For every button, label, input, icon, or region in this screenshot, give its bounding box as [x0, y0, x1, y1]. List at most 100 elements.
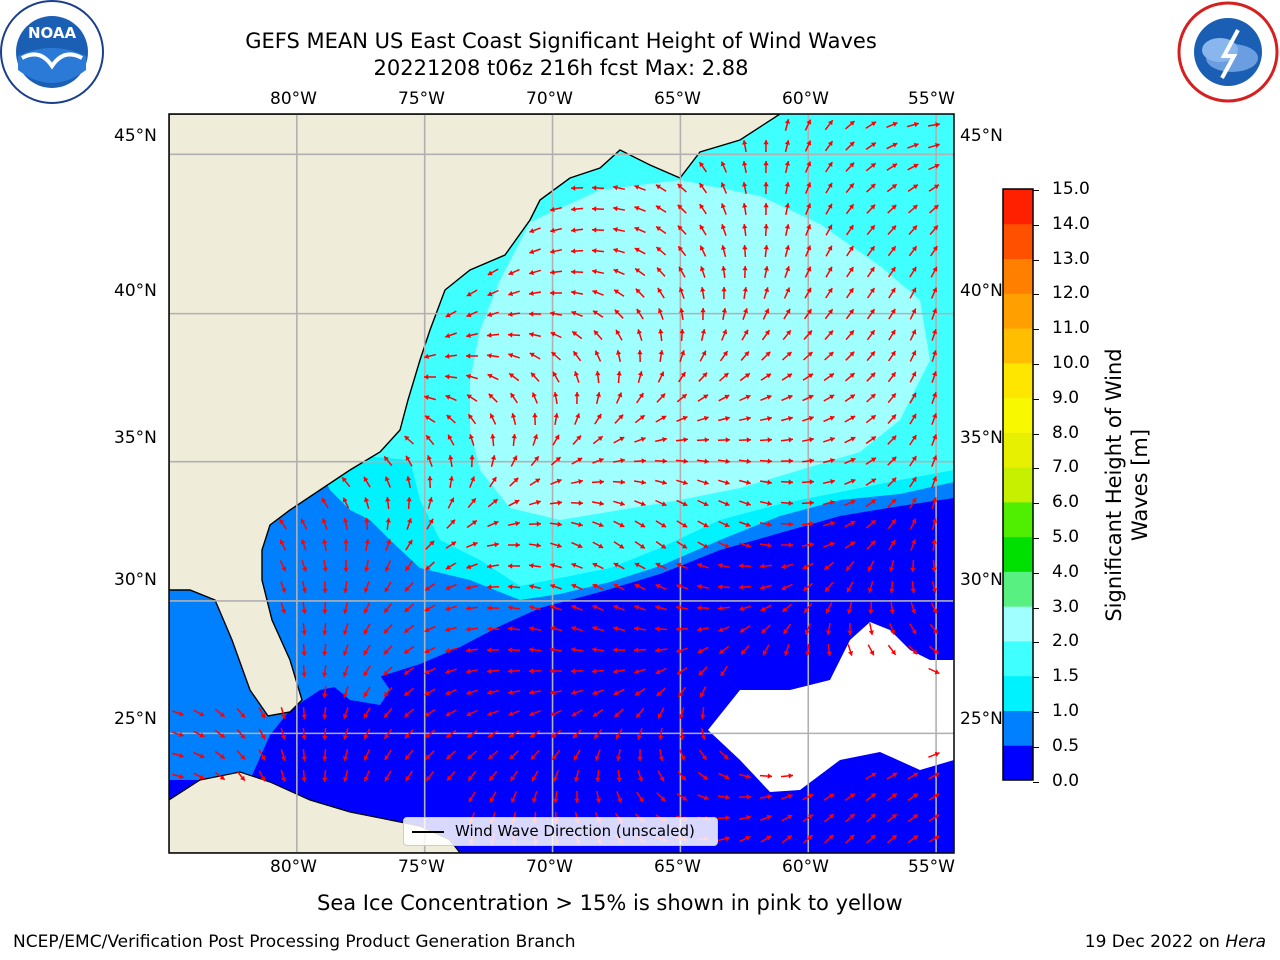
- lat-label-right-25n: 25°N: [960, 709, 1003, 729]
- wind-wave-arrow-head: [767, 479, 772, 485]
- wind-wave-arrow-head: [550, 604, 556, 610]
- wind-wave-arrow-head: [281, 755, 287, 761]
- wind-wave-arrow-head: [615, 329, 621, 335]
- wind-wave-arrow-head: [639, 415, 645, 420]
- wind-wave-arrow-head: [490, 434, 496, 439]
- wind-wave-arrow-head: [487, 711, 493, 717]
- wind-wave-arrow-head: [788, 500, 793, 506]
- wind-wave-arrow-head: [870, 520, 876, 525]
- wind-wave-arrow-head: [848, 204, 854, 210]
- lon-label-bottom-70w: 70°W: [526, 857, 573, 877]
- wind-wave-arrow-head: [890, 372, 896, 378]
- wind-wave-arrow-head: [405, 455, 411, 461]
- wind-wave-arrow-head: [743, 329, 749, 335]
- wind-wave-arrow-head: [466, 711, 472, 717]
- wind-wave-arrow-head: [529, 689, 534, 695]
- wind-wave-arrow-head: [322, 714, 328, 719]
- wind-wave-arrow-head: [406, 476, 412, 481]
- wind-wave-arrow-head: [343, 539, 349, 544]
- wind-wave-arrow-head: [638, 776, 644, 782]
- wind-wave-arrow-head: [178, 732, 184, 738]
- wind-wave-arrow-head: [279, 519, 285, 524]
- wind-wave-arrow-head: [825, 586, 830, 592]
- wind-wave-arrow-head: [911, 629, 917, 635]
- wind-wave-arrow-head: [934, 184, 939, 190]
- wind-wave-arrow-head: [698, 670, 704, 676]
- wind-wave-arrow-head: [702, 372, 708, 378]
- wind-wave-arrow-head: [934, 814, 940, 820]
- wind-wave-arrow-head: [445, 585, 451, 591]
- wind-wave-arrow-head: [557, 521, 562, 527]
- wind-wave-arrow-head: [281, 608, 287, 614]
- wind-wave-arrow-head: [404, 691, 410, 696]
- wind-wave-arrow-head: [802, 564, 808, 570]
- wind-wave-arrow-head: [510, 776, 516, 781]
- wind-wave-arrow-head: [784, 245, 791, 250]
- wind-wave-arrow-head: [240, 733, 245, 739]
- wind-wave-arrow-head: [830, 520, 835, 527]
- wind-wave-arrow-head: [829, 394, 835, 400]
- wind-wave-arrow-head: [703, 415, 709, 421]
- wind-wave-arrow-head: [634, 226, 640, 232]
- wind-wave-arrow-head: [508, 352, 514, 358]
- wind-wave-arrow-head: [509, 373, 515, 379]
- lat-label-left-25n: 25°N: [114, 709, 157, 729]
- wind-wave-arrow-head: [910, 588, 916, 593]
- wind-wave-arrow-head: [425, 565, 431, 571]
- wind-wave-arrow-head: [829, 415, 835, 421]
- wind-wave-arrow-head: [508, 647, 513, 653]
- wind-wave-arrow-head: [931, 567, 937, 572]
- wind-wave-arrow-head: [763, 203, 769, 208]
- wind-wave-arrow-head: [828, 120, 833, 126]
- wind-wave-arrow-head: [509, 754, 515, 760]
- wind-wave-arrow-head: [424, 627, 430, 633]
- wind-wave-arrow-head: [594, 733, 599, 739]
- wind-wave-arrow-head: [515, 542, 520, 548]
- wind-wave-arrow-head: [697, 626, 702, 632]
- wind-wave-arrow-head: [680, 372, 686, 378]
- colorbar-bin: [1003, 432, 1033, 468]
- wind-wave-arrow-head: [322, 777, 328, 782]
- wind-wave-arrow-head: [788, 437, 793, 443]
- wind-wave-arrow-head: [613, 562, 619, 568]
- wind-wave-arrow-head: [613, 227, 618, 233]
- wind-wave-arrow-head: [487, 332, 492, 338]
- wind-wave-arrow-head: [891, 477, 897, 483]
- wind-wave-arrow-head: [639, 543, 645, 549]
- wind-wave-arrow-head: [657, 713, 663, 719]
- wind-wave-arrow-head: [680, 350, 686, 356]
- wind-wave-arrow-head: [914, 121, 919, 128]
- wind-wave-arrow-head: [721, 287, 727, 292]
- wind-wave-arrow-head: [870, 372, 876, 378]
- wind-wave-arrow-head: [704, 458, 709, 464]
- wind-wave-arrow-head: [551, 733, 557, 738]
- wind-wave-arrow-head: [468, 797, 474, 803]
- wind-wave-arrow-head: [807, 330, 812, 336]
- wind-wave-arrow-head: [466, 605, 471, 611]
- lat-label-left-40n: 40°N: [114, 281, 157, 301]
- wind-wave-arrow-head: [870, 499, 876, 505]
- wind-wave-arrow-head: [911, 392, 917, 398]
- wind-wave-arrow-head: [745, 543, 751, 549]
- wind-wave-arrow-head: [613, 668, 618, 674]
- wind-wave-arrow-head: [342, 650, 348, 656]
- wind-wave-arrow-head: [744, 373, 750, 379]
- wind-wave-arrow-head: [703, 522, 709, 528]
- wind-wave-arrow-head: [179, 773, 184, 780]
- wind-wave-arrow-head: [489, 413, 495, 419]
- wind-wave-arrow-head: [572, 733, 578, 739]
- wind-wave-arrow-head: [932, 497, 938, 503]
- wind-wave-arrow-head: [677, 183, 683, 189]
- wind-wave-arrow-head: [529, 228, 535, 234]
- wind-wave-arrow-head: [577, 457, 583, 463]
- wind-wave-arrow-head: [620, 458, 625, 464]
- wind-wave-arrow-head: [178, 711, 184, 717]
- colorbar-bin: [1003, 710, 1033, 746]
- wind-wave-arrow-head: [871, 478, 876, 484]
- wind-wave-arrow-head: [301, 588, 307, 593]
- wind-wave-arrow-head: [322, 588, 328, 593]
- wind-wave-arrow-head: [784, 203, 790, 208]
- wind-wave-arrow-head: [827, 224, 833, 230]
- wind-wave-arrow-head: [658, 756, 664, 761]
- wind-wave-arrow-head: [806, 245, 812, 251]
